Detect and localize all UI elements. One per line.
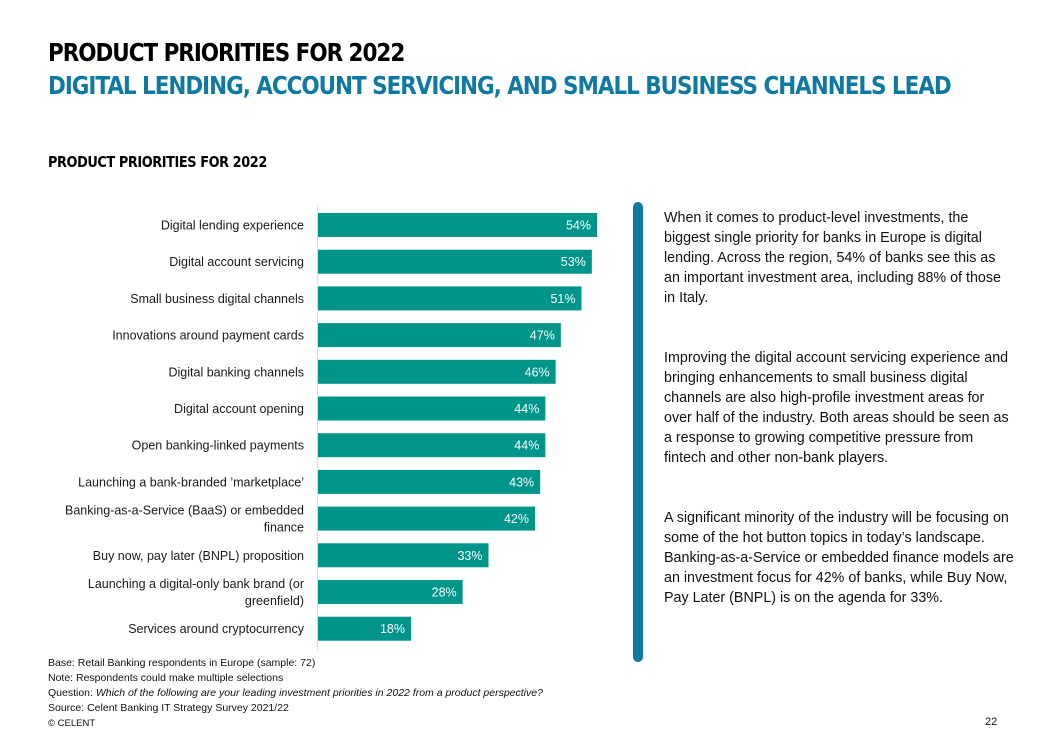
category-label: Launching a bank-branded ’marketplace’ <box>78 475 304 489</box>
category-label-line: Small business digital channels <box>130 292 304 306</box>
category-label-line: Digital account servicing <box>169 255 304 269</box>
data-label: 28% <box>432 586 457 600</box>
bar <box>318 469 541 494</box>
data-label: 18% <box>380 622 405 636</box>
copyright: © CELENT <box>48 718 96 729</box>
category-label: Services around cryptocurrency <box>128 622 305 636</box>
bar <box>318 286 582 311</box>
bar <box>318 433 546 458</box>
category-label-line: Digital account opening <box>174 402 304 416</box>
bar <box>318 323 561 348</box>
chart-notes: Base: Retail Banking respondents in Euro… <box>48 656 543 731</box>
category-label-line: Innovations around payment cards <box>112 329 304 343</box>
accent-bar <box>633 202 643 662</box>
bar <box>318 580 463 604</box>
category-label-line: Digital lending experience <box>161 219 304 233</box>
category-label: Digital account servicing <box>169 255 304 269</box>
data-label: 33% <box>457 549 482 563</box>
category-label: Open banking-linked payments <box>132 439 304 453</box>
data-label: 44% <box>514 439 539 453</box>
category-label-line: finance <box>264 521 304 535</box>
page-title: PRODUCT PRIORITIES FOR 2022 <box>48 38 405 67</box>
data-label: 44% <box>514 402 539 416</box>
category-label-line: Launching a digital-only bank brand (or <box>88 577 304 591</box>
category-label: Digital lending experience <box>161 219 304 233</box>
category-label-line: Banking-as-a-Service (BaaS) or embedded <box>65 504 304 518</box>
bar <box>318 249 592 274</box>
bar <box>318 359 556 384</box>
bar <box>318 396 546 421</box>
data-label: 42% <box>504 512 529 526</box>
bar <box>318 543 489 568</box>
bar <box>318 213 597 237</box>
category-label-line: Launching a bank-branded ’marketplace’ <box>78 475 304 489</box>
page-number: 22 <box>985 716 998 728</box>
data-label: 51% <box>550 292 575 306</box>
category-label-line: Open banking-linked payments <box>132 439 304 453</box>
commentary-paragraph: A significant minority of the industry w… <box>664 510 1014 606</box>
category-label: Innovations around payment cards <box>112 329 304 343</box>
category-label-line: Services around cryptocurrency <box>128 622 305 636</box>
chart-title: PRODUCT PRIORITIES FOR 2022 <box>48 153 267 171</box>
category-label-line: Buy now, pay later (BNPL) proposition <box>93 549 304 563</box>
category-label: Small business digital channels <box>130 292 304 306</box>
page-subtitle: DIGITAL LENDING, ACCOUNT SERVICING, AND … <box>48 71 952 100</box>
question-note: Question: Which of the following are you… <box>48 686 543 701</box>
data-label: 53% <box>561 255 586 269</box>
data-label: 54% <box>566 219 591 233</box>
commentary-paragraph: When it comes to product-level investmen… <box>664 210 1001 306</box>
category-label-line: greenfield) <box>245 594 304 608</box>
category-label: Banking-as-a-Service (BaaS) or embedded f… <box>65 504 304 535</box>
commentary-paragraph: Improving the digital account servicing … <box>664 350 1009 466</box>
category-label: Launching a digital-only bank brand (or g… <box>88 577 304 608</box>
question-label: Question: <box>48 687 96 699</box>
category-label-line: Digital banking channels <box>168 365 304 379</box>
commentary-panel: When it comes to product-level investmen… <box>664 208 1014 648</box>
category-label: Buy now, pay later (BNPL) proposition <box>93 549 304 563</box>
data-label: 47% <box>530 329 555 343</box>
data-label: 46% <box>525 365 550 379</box>
question-text: Which of the following are your leading … <box>95 687 543 699</box>
base-note: Base: Retail Banking respondents in Euro… <box>48 657 316 669</box>
bar-chart: 54% Digital lending experience 53% Digital … <box>65 206 597 650</box>
category-label: Digital banking channels <box>168 365 304 379</box>
bar <box>318 616 411 641</box>
category-label: Digital account opening <box>174 402 304 416</box>
data-label: 43% <box>509 475 534 489</box>
multi-select-note: Note: Respondents could make multiple se… <box>48 672 284 684</box>
bar <box>318 506 535 531</box>
source-note: Source: Celent Banking IT Strategy Surve… <box>48 702 289 714</box>
